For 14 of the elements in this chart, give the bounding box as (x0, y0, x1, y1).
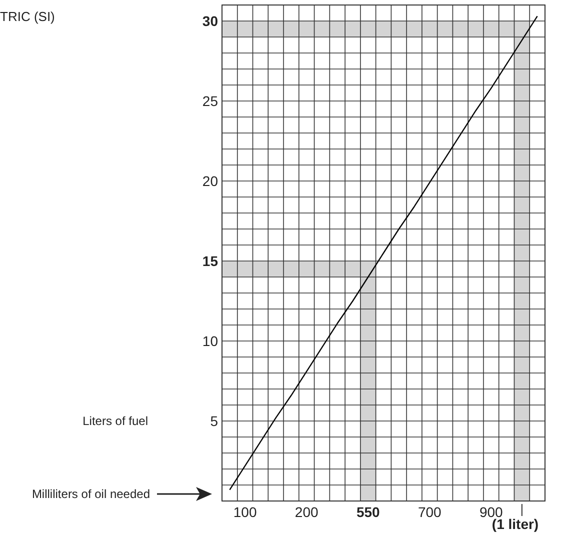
y-tick-label: 25 (202, 92, 218, 109)
y-tick-label: 30 (202, 12, 218, 29)
y-tick-label: 10 (202, 332, 218, 349)
x-tick-label: 550 (356, 504, 380, 520)
y-tick-label: 15 (202, 252, 218, 269)
text: TRIC (SI) (0, 9, 55, 24)
x-axis-title: Milliliters of oil needed (32, 487, 150, 502)
line-series (229, 16, 538, 490)
x-tick-label: 100 (233, 504, 257, 520)
x-tick-label: 700 (418, 504, 442, 520)
y-tick-label: 20 (202, 172, 218, 189)
x-tick-label: 200 (294, 504, 318, 520)
y-tick-label: 5 (210, 412, 218, 429)
y-axis-title: Liters of fuel (82, 414, 148, 428)
